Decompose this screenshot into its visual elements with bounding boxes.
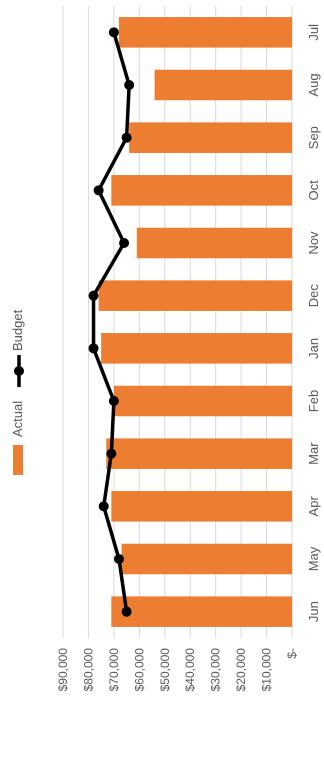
value-tick-label: $20,000 — [234, 648, 248, 692]
budget-line-group — [88, 27, 135, 617]
budget-marker — [88, 343, 99, 354]
value-tick-label: $90,000 — [56, 648, 70, 692]
budget-marker — [93, 185, 104, 196]
budget-marker — [98, 501, 109, 512]
actual-bar — [106, 438, 292, 469]
actual-bar — [121, 543, 293, 575]
legend-label-budget: Budget — [10, 309, 25, 351]
budget-line — [91, 31, 131, 612]
actual-bar — [113, 385, 292, 417]
value-axis-ticks: $- $10,000 $20,000 $30,000 $40,000 $50,000 $60… — [56, 648, 299, 692]
budget-marker — [119, 238, 130, 248]
value-tick-label: $40,000 — [183, 648, 197, 692]
budget-marker — [88, 290, 99, 301]
value-tick-label: $30,000 — [209, 648, 223, 692]
category-tick-label: Apr — [306, 496, 321, 517]
value-tick-label: $10,000 — [260, 648, 274, 692]
category-tick-label: Mar — [306, 442, 321, 465]
category-axis-ticks: Jul Aug Sep Oct Nov Dec Jan Feb Mar Apr May Jun — [306, 24, 321, 622]
legend-swatch-budget-marker — [14, 366, 24, 376]
actual-bars — [98, 17, 293, 627]
category-tick-label: Aug — [306, 73, 321, 96]
actual-bar — [129, 122, 292, 153]
legend: Actual Budget — [10, 309, 25, 475]
value-tick-label: $50,000 — [158, 648, 172, 692]
budget-marker — [124, 80, 135, 90]
actual-bar — [154, 69, 292, 101]
gridlines — [62, 6, 293, 638]
actual-bar — [111, 596, 292, 627]
category-tick-label: Nov — [306, 231, 321, 255]
category-tick-label: Oct — [306, 180, 321, 201]
budget-marker — [106, 448, 117, 459]
category-tick-label: Feb — [306, 390, 321, 412]
budget-marker — [108, 396, 119, 406]
value-tick-label: $- — [285, 648, 299, 659]
legend-swatch-actual — [13, 445, 23, 475]
actual-bar — [111, 491, 292, 522]
category-tick-label: Dec — [306, 284, 321, 308]
actual-bar — [101, 333, 293, 364]
actual-bar — [111, 175, 292, 206]
category-tick-label: May — [306, 546, 321, 571]
actual-bar — [98, 280, 292, 311]
category-tick-label: Jan — [306, 338, 321, 359]
actual-bar — [118, 17, 292, 48]
budget-marker — [121, 606, 132, 617]
category-tick-label: Jul — [306, 24, 321, 41]
budget-marker — [121, 132, 132, 143]
value-tick-label: $80,000 — [81, 648, 95, 692]
budget-marker — [113, 554, 124, 564]
value-tick-label: $70,000 — [107, 648, 121, 692]
legend-label-actual: Actual — [10, 401, 25, 437]
value-tick-label: $60,000 — [132, 648, 146, 692]
category-tick-label: Jun — [306, 601, 321, 622]
budget-marker — [108, 27, 119, 38]
actual-bar — [136, 227, 292, 259]
category-tick-label: Sep — [306, 126, 321, 149]
